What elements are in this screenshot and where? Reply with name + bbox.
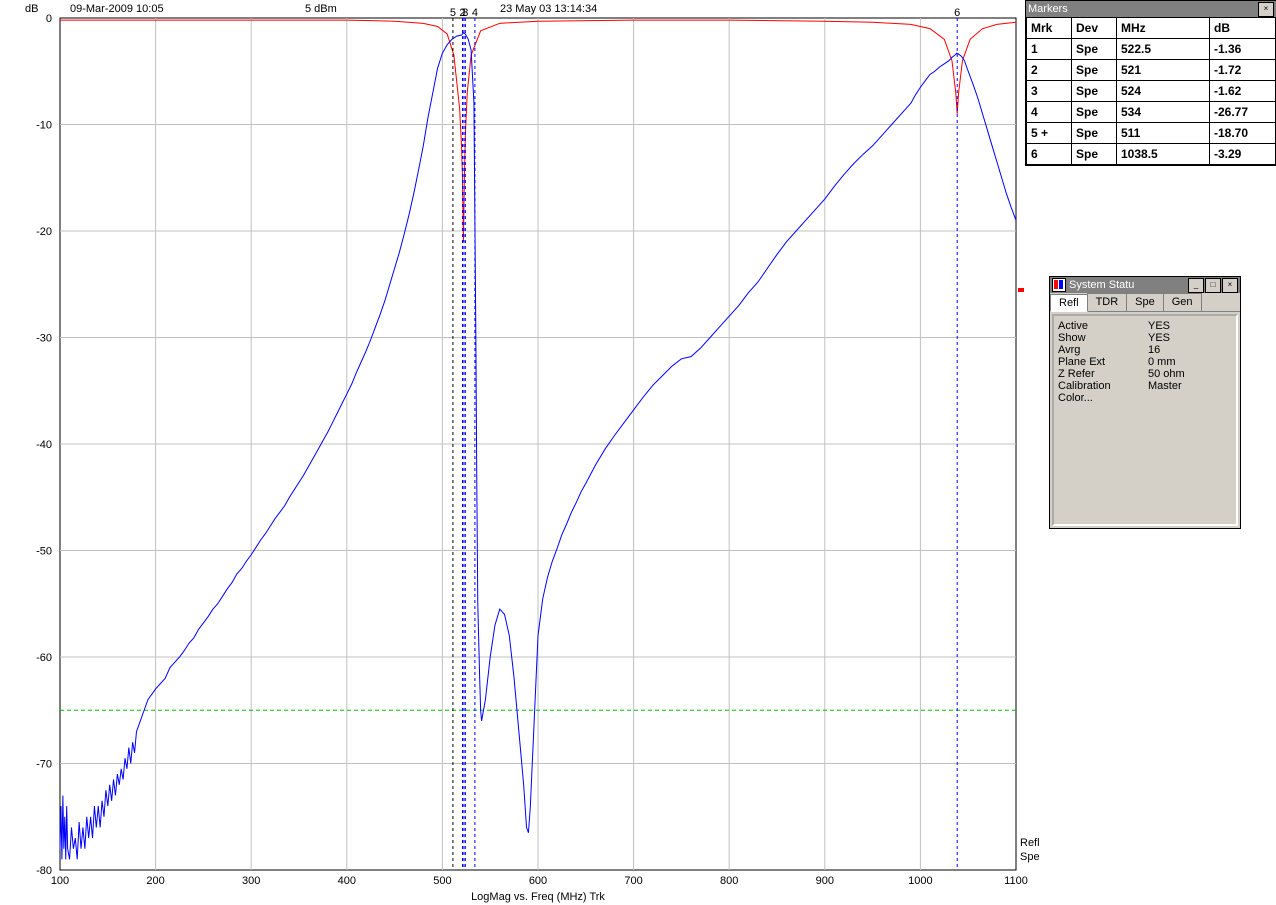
svg-text:3: 3: [462, 7, 468, 19]
svg-text:Refl: Refl: [1020, 837, 1040, 849]
svg-text:5 dBm: 5 dBm: [305, 3, 337, 15]
status-row: Avrg16: [1058, 344, 1232, 356]
svg-text:Spe: Spe: [1020, 851, 1040, 863]
svg-text:800: 800: [720, 875, 738, 887]
close-icon[interactable]: ×: [1222, 278, 1238, 293]
close-icon[interactable]: ×: [1258, 2, 1274, 17]
tab-spe[interactable]: Spe: [1126, 293, 1164, 311]
tab-tdr[interactable]: TDR: [1087, 293, 1128, 311]
table-row[interactable]: 5 +Spe511-18.70: [1027, 123, 1276, 144]
svg-text:-20: -20: [36, 226, 52, 238]
markers-col-mrk: Mrk: [1027, 18, 1072, 39]
status-row: Z Refer50 ohm: [1058, 368, 1232, 380]
markers-title: Markers: [1028, 3, 1068, 15]
svg-text:6: 6: [954, 7, 960, 19]
svg-text:23 May 03 13:14:34: 23 May 03 13:14:34: [500, 3, 597, 15]
status-titlebar[interactable]: System Statu _ □ ×: [1050, 277, 1240, 293]
svg-text:4: 4: [472, 7, 478, 19]
svg-text:400: 400: [338, 875, 356, 887]
markers-col-db: dB: [1210, 18, 1276, 39]
status-row: ActiveYES: [1058, 320, 1232, 332]
status-body: ActiveYESShowYESAvrg16Plane Ext0 mmZ Ref…: [1052, 314, 1238, 526]
maximize-icon[interactable]: □: [1205, 278, 1221, 293]
svg-text:600: 600: [529, 875, 547, 887]
svg-text:LogMag vs. Freq (MHz) Trk: LogMag vs. Freq (MHz) Trk: [471, 891, 605, 903]
svg-text:5: 5: [450, 7, 456, 19]
svg-text:-50: -50: [36, 546, 52, 558]
status-row: CalibrationMaster: [1058, 380, 1232, 392]
app-icon: [1052, 278, 1066, 292]
markers-table: MrkDevMHzdB 1Spe522.5-1.362Spe521-1.723S…: [1026, 17, 1276, 165]
svg-text:500: 500: [433, 875, 451, 887]
svg-text:dB: dB: [25, 3, 38, 15]
svg-text:-80: -80: [36, 865, 52, 877]
markers-titlebar[interactable]: Markers ×: [1026, 1, 1276, 17]
markers-col-mhz: MHz: [1117, 18, 1210, 39]
status-row: ShowYES: [1058, 332, 1232, 344]
svg-text:-30: -30: [36, 333, 52, 345]
status-row: Plane Ext0 mm: [1058, 356, 1232, 368]
svg-text:-40: -40: [36, 439, 52, 451]
markers-col-dev: Dev: [1072, 18, 1117, 39]
svg-text:700: 700: [624, 875, 642, 887]
svg-text:09-Mar-2009 10:05: 09-Mar-2009 10:05: [70, 3, 164, 15]
table-row[interactable]: 2Spe521-1.72: [1027, 60, 1276, 81]
svg-text:900: 900: [816, 875, 834, 887]
svg-text:0: 0: [46, 13, 52, 25]
table-row[interactable]: 3Spe524-1.62: [1027, 81, 1276, 102]
svg-text:200: 200: [146, 875, 164, 887]
svg-text:100: 100: [51, 875, 69, 887]
level-indicator: [1018, 288, 1024, 292]
table-row[interactable]: 6Spe1038.5-3.29: [1027, 144, 1276, 165]
table-row[interactable]: 4Spe534-26.77: [1027, 102, 1276, 123]
tab-gen[interactable]: Gen: [1163, 293, 1202, 311]
status-row: Color...: [1058, 392, 1232, 404]
svg-text:1000: 1000: [908, 875, 932, 887]
status-tabs: ReflTDRSpeGen: [1050, 293, 1240, 312]
svg-text:-60: -60: [36, 652, 52, 664]
table-row[interactable]: 1Spe522.5-1.36: [1027, 39, 1276, 60]
svg-text:-70: -70: [36, 759, 52, 771]
svg-text:-10: -10: [36, 120, 52, 132]
markers-panel[interactable]: Markers × MrkDevMHzdB 1Spe522.5-1.362Spe…: [1025, 0, 1276, 166]
system-status-panel[interactable]: System Statu _ □ × ReflTDRSpeGen ActiveY…: [1049, 276, 1241, 529]
minimize-icon[interactable]: _: [1188, 278, 1204, 293]
tab-refl[interactable]: Refl: [1050, 294, 1088, 312]
svg-text:1100: 1100: [1004, 875, 1028, 887]
svg-text:300: 300: [242, 875, 260, 887]
status-title: System Statu: [1069, 279, 1134, 291]
